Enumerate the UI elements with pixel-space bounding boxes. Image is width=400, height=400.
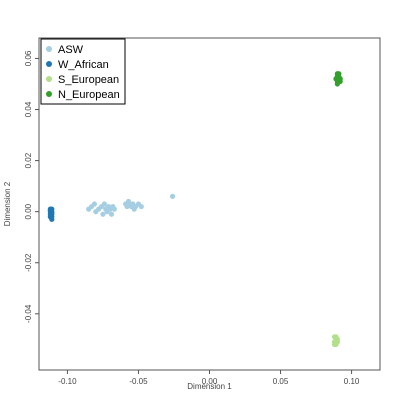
legend-marker [46,91,52,97]
data-point [334,339,340,345]
y-tick-label: 0.02 [24,152,33,168]
series-n-european [333,71,343,87]
legend-item: S_European [46,74,119,86]
axes: -0.10 -0.05 0.00 0.05 0.10 -0.04 -0.02 0.00 0.0… [3,37,381,391]
legend-box [40,38,126,105]
data-point [337,78,343,85]
data-point [111,206,117,212]
y-tick-label: 0.04 [24,101,33,117]
legend-label: W_African [58,59,109,71]
data-point [101,201,107,207]
y-tick-label: -0.04 [24,304,33,323]
legend-label: ASW [58,44,84,56]
y-axis-title: Dimension 2 [3,181,12,226]
legend: ASW W_African S_European N_European [40,38,126,105]
x-tick-label: -0.10 [58,377,77,386]
series-s-european [331,334,340,348]
data-point [108,211,115,217]
legend-item: ASW [46,44,84,56]
series-w-african [47,206,55,222]
data-point [49,210,55,216]
legend-marker [46,76,52,82]
data-point [336,71,342,77]
x-tick-label: 0.05 [273,377,289,386]
legend-item: W_African [46,59,109,71]
x-axis-title: Dimension 1 [187,382,232,391]
x-tick-label: 0.00 [202,377,218,386]
data-point [91,201,98,207]
legend-marker [46,46,52,52]
x-tick-label: -0.05 [129,377,148,386]
legend-label: S_European [58,74,119,86]
y-tick-label: 0.00 [24,203,33,219]
legend-marker [46,61,52,67]
legend-item: N_European [46,89,120,101]
data-point [138,203,144,210]
y-tick-label: 0.06 [24,50,33,66]
y-axis: -0.04 -0.02 0.00 0.02 0.04 0.06 [24,50,39,323]
data-point [169,193,176,199]
x-axis: -0.10 -0.05 0.00 0.05 0.10 [58,370,360,386]
series-asw [86,193,176,217]
legend-label: N_European [58,89,120,101]
data-point [49,216,55,222]
y-tick-label: -0.02 [24,253,33,272]
data-point [333,76,339,82]
x-tick-label: 0.10 [344,377,360,386]
data-point [100,211,106,217]
data-point [333,334,339,340]
data-points [47,71,343,348]
